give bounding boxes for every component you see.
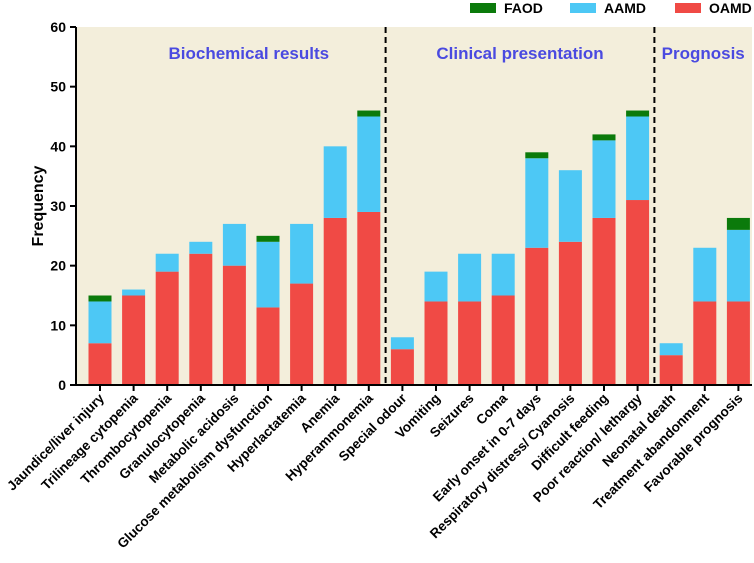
bar-segment-aamd: [222, 223, 246, 266]
y-tick-label: 0: [58, 377, 66, 393]
legend-swatch-aamd: [570, 3, 596, 13]
y-tick-label: 30: [50, 198, 66, 214]
legend-swatch-oamd: [675, 3, 701, 13]
bar-segment-faod: [726, 217, 750, 230]
bar-segment-oamd: [726, 301, 750, 385]
y-axis-title: Frequency: [30, 165, 47, 246]
bar-segment-aamd: [592, 140, 616, 218]
legend-label: AAMD: [604, 0, 646, 16]
y-tick-label: 10: [50, 317, 66, 333]
bar-segment-oamd: [88, 343, 112, 385]
bar-segment-aamd: [122, 289, 146, 296]
bar-segment-oamd: [390, 349, 414, 385]
bar-segment-faod: [525, 152, 549, 159]
bar-segment-oamd: [357, 211, 381, 385]
bar-segment-aamd: [390, 337, 414, 350]
bar-segment-oamd: [659, 355, 683, 385]
bar-segment-oamd: [693, 301, 717, 385]
legend-label: FAOD: [504, 0, 543, 16]
bar-segment-aamd: [88, 301, 112, 344]
y-tick-label: 40: [50, 138, 66, 154]
bar-segment-oamd: [222, 265, 246, 385]
section-label: Clinical presentation: [436, 44, 603, 63]
bar-segment-aamd: [626, 116, 650, 201]
bar-segment-aamd: [659, 343, 683, 356]
bar-segment-aamd: [323, 146, 347, 218]
bar-segment-oamd: [155, 271, 179, 385]
section-label: Biochemical results: [168, 44, 329, 63]
bar-segment-oamd: [290, 283, 314, 385]
bar-segment-aamd: [290, 223, 314, 284]
bar-segment-oamd: [458, 301, 482, 385]
bar-segment-aamd: [726, 229, 750, 302]
bar-segment-aamd: [491, 253, 515, 296]
bar-segment-oamd: [122, 295, 146, 385]
bar-segment-aamd: [155, 253, 179, 272]
bar-segment-faod: [256, 235, 280, 242]
bar-segment-oamd: [256, 307, 280, 385]
bar-segment-faod: [88, 295, 112, 302]
bar-segment-oamd: [323, 217, 347, 385]
bar-segment-aamd: [558, 170, 582, 242]
bar-segment-oamd: [592, 217, 616, 385]
y-tick-label: 50: [50, 79, 66, 95]
y-tick-label: 60: [50, 19, 66, 35]
bar-segment-aamd: [693, 247, 717, 302]
bar-segment-faod: [626, 110, 650, 117]
bar-segment-oamd: [626, 200, 650, 385]
bar-segment-aamd: [525, 158, 549, 248]
bar-segment-oamd: [189, 253, 213, 385]
bar-segment-oamd: [525, 247, 549, 385]
bar-segment-aamd: [256, 241, 280, 308]
bar-segment-oamd: [491, 295, 515, 385]
bar-segment-aamd: [189, 241, 213, 254]
bar-segment-faod: [357, 110, 381, 117]
legend-label: OAMD: [709, 0, 752, 16]
bar-segment-aamd: [357, 116, 381, 212]
bar-segment-aamd: [424, 271, 448, 302]
bar-segment-oamd: [558, 241, 582, 385]
y-tick-label: 20: [50, 258, 66, 274]
bar-segment-faod: [592, 134, 616, 141]
legend-swatch-faod: [470, 3, 496, 13]
bar-segment-aamd: [458, 253, 482, 302]
bar-segment-oamd: [424, 301, 448, 385]
section-label: Prognosis: [662, 44, 745, 63]
